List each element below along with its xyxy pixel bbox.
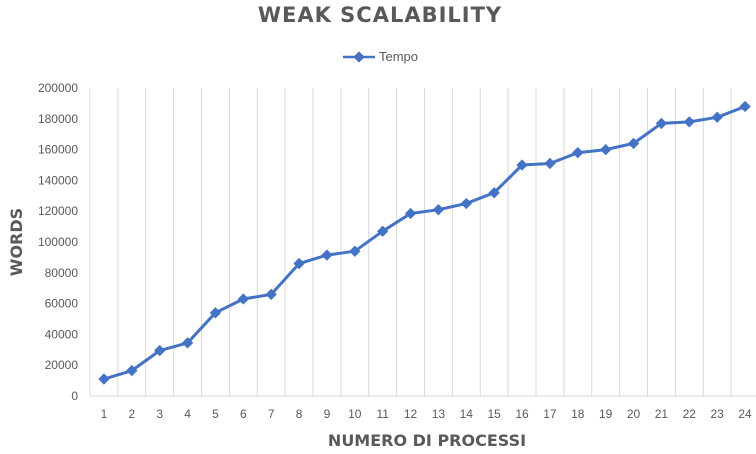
chart-title: WEAK SCALABILITY xyxy=(258,3,502,27)
x-tick-label: 3 xyxy=(156,407,163,421)
data-point xyxy=(488,187,500,199)
x-tick-label: 1 xyxy=(101,407,108,421)
x-tick-label: 24 xyxy=(738,407,752,421)
data-point xyxy=(683,116,695,128)
y-tick-label: 100000 xyxy=(38,235,78,249)
data-point xyxy=(237,293,249,305)
x-tick-label: 7 xyxy=(268,407,275,421)
data-point xyxy=(98,373,110,385)
x-axis-title: NUMERO DI PROCESSI xyxy=(328,431,526,450)
y-axis-title: WORDS xyxy=(7,208,26,276)
data-point xyxy=(209,307,222,319)
data-point xyxy=(154,344,166,357)
x-tick-label: 14 xyxy=(460,407,474,421)
data-point xyxy=(460,197,472,210)
y-tick-label: 0 xyxy=(71,389,78,403)
x-tick-label: 13 xyxy=(432,407,446,421)
y-tick-label: 200000 xyxy=(38,81,78,95)
legend-label: Tempo xyxy=(379,49,418,64)
x-tick-label: 17 xyxy=(543,407,557,421)
series-line xyxy=(103,105,746,381)
x-tick-label: 12 xyxy=(404,407,418,421)
y-tick-label: 140000 xyxy=(38,173,78,187)
y-tick-label: 20000 xyxy=(45,358,79,372)
y-tick-label: 160000 xyxy=(38,143,78,157)
x-tick-label: 8 xyxy=(296,407,303,421)
x-tick-label: 18 xyxy=(571,407,585,421)
axis-layer: 0 20000 40000 60000 80000 100000 120000 140000 1… xyxy=(38,81,756,421)
y-tick-label: 180000 xyxy=(38,112,78,126)
data-point xyxy=(265,288,277,301)
legend-marker xyxy=(353,51,365,63)
x-tick-label: 16 xyxy=(515,407,529,421)
data-point xyxy=(181,337,194,349)
data-point xyxy=(404,207,417,220)
data-point xyxy=(293,257,305,270)
legend: Tempo xyxy=(343,49,418,64)
x-tick-label: 6 xyxy=(240,407,247,421)
x-tick-label: 11 xyxy=(376,407,389,421)
data-point xyxy=(377,225,389,237)
y-tick-label: 60000 xyxy=(45,297,79,311)
data-point xyxy=(349,245,361,257)
data-point xyxy=(627,137,640,150)
series-layer xyxy=(98,100,751,385)
x-tick-label: 2 xyxy=(128,407,135,421)
data-point xyxy=(516,159,528,171)
data-point xyxy=(711,111,723,123)
data-point xyxy=(321,249,333,261)
grid-layer xyxy=(89,88,732,396)
data-point xyxy=(572,147,584,159)
y-tick-label: 120000 xyxy=(38,204,78,218)
y-tick-label: 40000 xyxy=(45,327,79,341)
x-tick-label: 22 xyxy=(683,407,697,421)
x-tick-label: 4 xyxy=(184,407,191,421)
y-tick-label: 80000 xyxy=(45,266,79,280)
x-tick-label: 21 xyxy=(655,407,669,421)
x-tick-label: 5 xyxy=(212,407,219,421)
data-point xyxy=(600,143,612,156)
data-point xyxy=(432,204,445,216)
x-tick-label: 23 xyxy=(711,407,725,421)
x-tick-label: 10 xyxy=(348,407,362,421)
x-tick-label: 9 xyxy=(324,407,331,421)
x-tick-label: 20 xyxy=(627,407,641,421)
data-point xyxy=(739,100,751,113)
data-point xyxy=(544,157,556,170)
x-tick-label: 19 xyxy=(599,407,613,421)
x-tick-label: 15 xyxy=(488,407,502,421)
